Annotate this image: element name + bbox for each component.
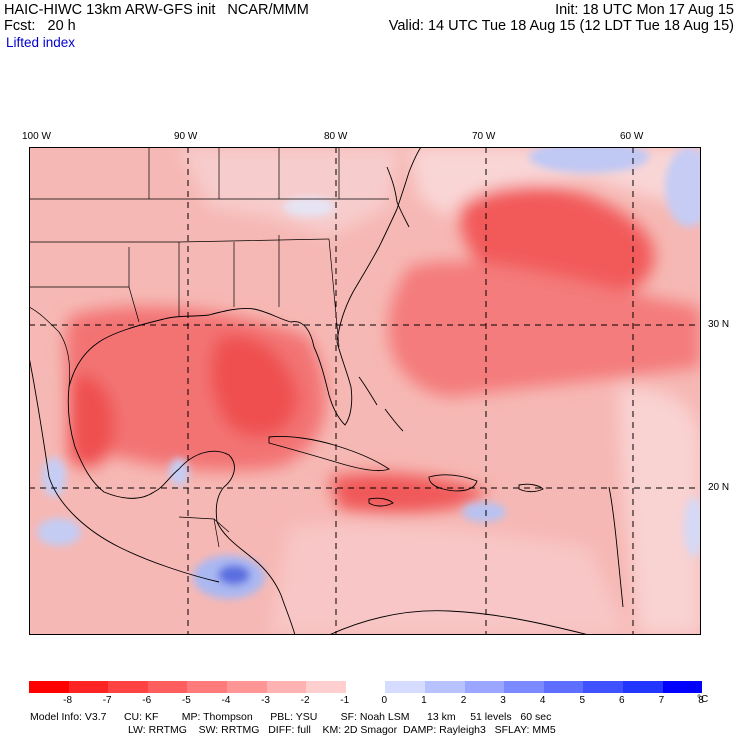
color-scale-tick-label: 4 — [539, 695, 546, 706]
coastline-chesapeake — [386, 166, 410, 228]
color-scale-swatch — [29, 681, 69, 693]
map-frame — [29, 147, 701, 635]
color-scale-tick-label: 7 — [658, 695, 665, 706]
model-info-line-2: LW: RRTMG SW: RRTMG DIFF: full KM: 2D Sm… — [128, 724, 556, 736]
stable-region-east-gulf — [169, 458, 189, 486]
lon-label-90w: 90 W — [174, 131, 198, 142]
stable-region-southwest — [37, 518, 81, 546]
color-scale-tick-label: -2 — [300, 695, 310, 706]
stable-core-central-america — [218, 565, 250, 585]
color-scale-tick-label: -5 — [181, 695, 191, 706]
color-scale-swatch — [187, 681, 227, 693]
color-scale-tick-label: 3 — [500, 695, 506, 706]
map-canvas — [29, 147, 701, 635]
color-scale-swatch — [345, 681, 386, 693]
lon-label-70w: 70 W — [472, 131, 496, 142]
color-scale-swatch — [226, 681, 267, 693]
color-scale-swatch — [464, 681, 505, 693]
border-us-mexico — [29, 306, 71, 388]
border-state-row-3 — [178, 235, 340, 348]
color-scale-tick-label: 8 — [698, 695, 704, 706]
coastline-cuba — [268, 436, 390, 472]
lon-label-100w: 100 W — [22, 131, 51, 142]
stable-region-hispaniola — [462, 502, 506, 522]
color-scale-swatch — [504, 681, 544, 693]
color-scale-tick-label: 5 — [579, 695, 586, 706]
color-scale-swatch — [662, 681, 703, 693]
coastline-florida-peninsula — [313, 341, 353, 426]
stable-region-north-atlantic — [529, 147, 649, 173]
coastline-south-america — [328, 610, 590, 635]
color-scale-swatch — [306, 681, 346, 693]
color-scale-swatch — [68, 681, 109, 693]
color-scale-tick-label: -8 — [63, 695, 73, 706]
color-scale-swatch — [385, 681, 425, 693]
model-title: HAIC-HIWC 13km ARW-GFS init NCAR/MMM — [4, 2, 309, 18]
coastline-yucatan — [178, 450, 235, 523]
coastline-puerto-rico — [518, 483, 544, 493]
stable-region-west-mexico — [42, 457, 66, 497]
lifted-index-band-north-light — [179, 147, 399, 237]
coastline-gulf-north — [68, 308, 315, 388]
border-mexico-guatemala — [178, 516, 230, 548]
border-texas — [29, 247, 140, 323]
color-scale-swatch — [622, 681, 663, 693]
lon-label-80w: 80 W — [324, 131, 348, 142]
init-time: Init: 18 UTC Mon 17 Aug 15 — [555, 2, 734, 18]
lifted-index-band-texas-strong — [69, 375, 115, 468]
color-scale-tick-label: 0 — [381, 695, 388, 706]
color-scale-bar — [29, 681, 703, 693]
color-scale-swatch — [266, 681, 307, 693]
color-scale-swatch — [108, 681, 148, 693]
coastline-central-america — [216, 521, 296, 635]
color-scale-tick-label: -3 — [261, 695, 270, 706]
field-name: Lifted index — [6, 35, 76, 50]
coastline-jamaica — [368, 497, 394, 507]
coastline-pacific-mexico — [29, 356, 220, 583]
stable-region-northeast — [665, 147, 701, 227]
color-scale-unit: °C — [697, 694, 709, 705]
valid-time: Valid: 14 UTC Tue 18 Aug 15 (12 LDT Tue … — [388, 18, 734, 34]
color-scale-tick-label: 2 — [460, 695, 467, 706]
coastline-hispaniola — [428, 474, 478, 492]
stable-region-ohio-valley — [283, 197, 335, 217]
color-scale-swatch — [147, 681, 188, 693]
color-scale-tick-label: -7 — [102, 695, 112, 706]
coastline-mexico-east — [67, 386, 180, 499]
color-scale-swatch — [583, 681, 623, 693]
lat-label-20n: 20 N — [708, 482, 730, 493]
border-state-row-4 — [148, 147, 340, 199]
color-scale-tick-label: -4 — [221, 695, 231, 706]
lat-label-30n: 30 N — [708, 319, 730, 330]
color-scale-tick-label: -1 — [340, 695, 350, 706]
model-info-line-1: Model Info: V3.7 CU: KF MP: Thompson PBL… — [30, 711, 552, 723]
lifted-index-band-east-light — [619, 387, 701, 635]
lifted-index-map — [29, 147, 701, 635]
lifted-index-band-south-light — [269, 523, 629, 635]
coastline-bahamas — [358, 376, 404, 432]
color-scale-tick-label: 1 — [421, 695, 427, 706]
stable-region-east-edge — [684, 497, 701, 557]
forecast-hour: Fcst: 20 h — [4, 18, 76, 34]
color-scale-swatch — [543, 681, 584, 693]
color-scale-tick-label: -6 — [142, 695, 152, 706]
lifted-index-band-gulf-strong — [210, 335, 299, 437]
lifted-index-band-atlantic-mid — [388, 261, 701, 397]
coastline-us-east — [336, 147, 422, 343]
coastline-lesser-antilles — [608, 486, 624, 608]
color-scale-swatch — [424, 681, 465, 693]
lon-label-60w: 60 W — [620, 131, 644, 142]
color-scale-tick-label: 6 — [619, 695, 625, 706]
